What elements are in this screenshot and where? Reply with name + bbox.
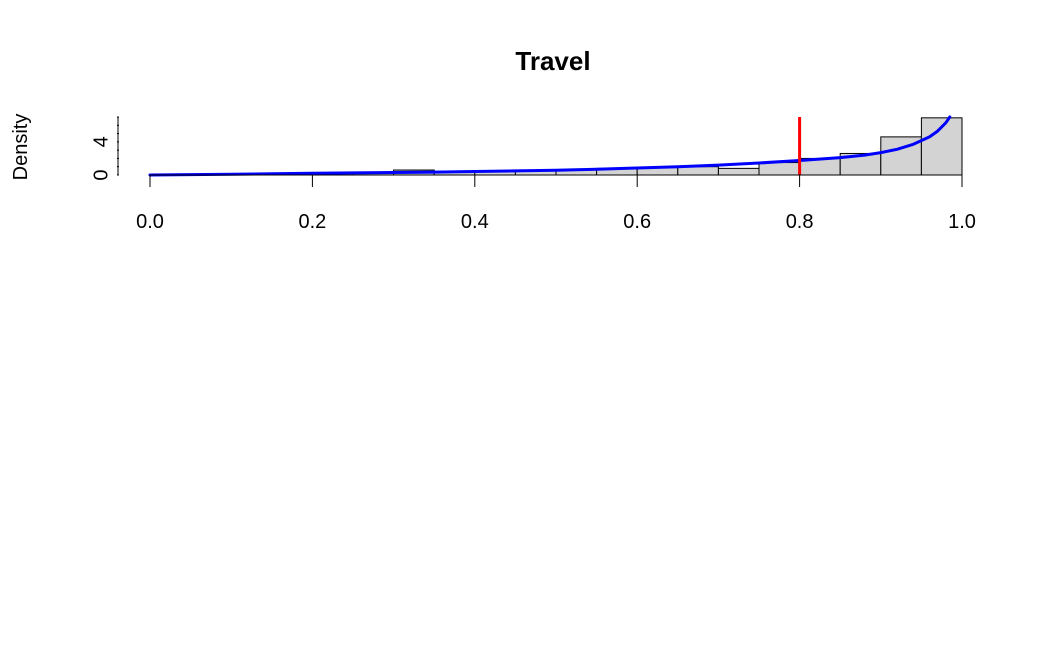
y-axis: 04 [90,116,119,181]
density-curve [148,115,952,177]
x-axis: 0.0 0.2 0.4 0.6 0.8 1.0 [136,174,976,233]
y-tick-label-0: 0 [90,169,112,180]
y-axis-label: Density [10,114,32,181]
y-tick-label-1: 4 [90,136,112,147]
x-tick-label-1: 0.2 [298,211,326,233]
x-tick-label-5: 1.0 [948,211,976,233]
density-curve-group [148,115,952,177]
histogram-bar-14 [717,167,760,176]
x-tick-label-2: 0.4 [461,211,489,233]
chart-title: Travel [515,46,590,76]
histogram-bars [149,117,963,176]
x-tick-label-4: 0.8 [786,211,814,233]
x-tick-label-3: 0.6 [623,211,651,233]
histogram-bar-15 [758,162,801,176]
x-tick-label-0: 0.0 [136,211,164,233]
